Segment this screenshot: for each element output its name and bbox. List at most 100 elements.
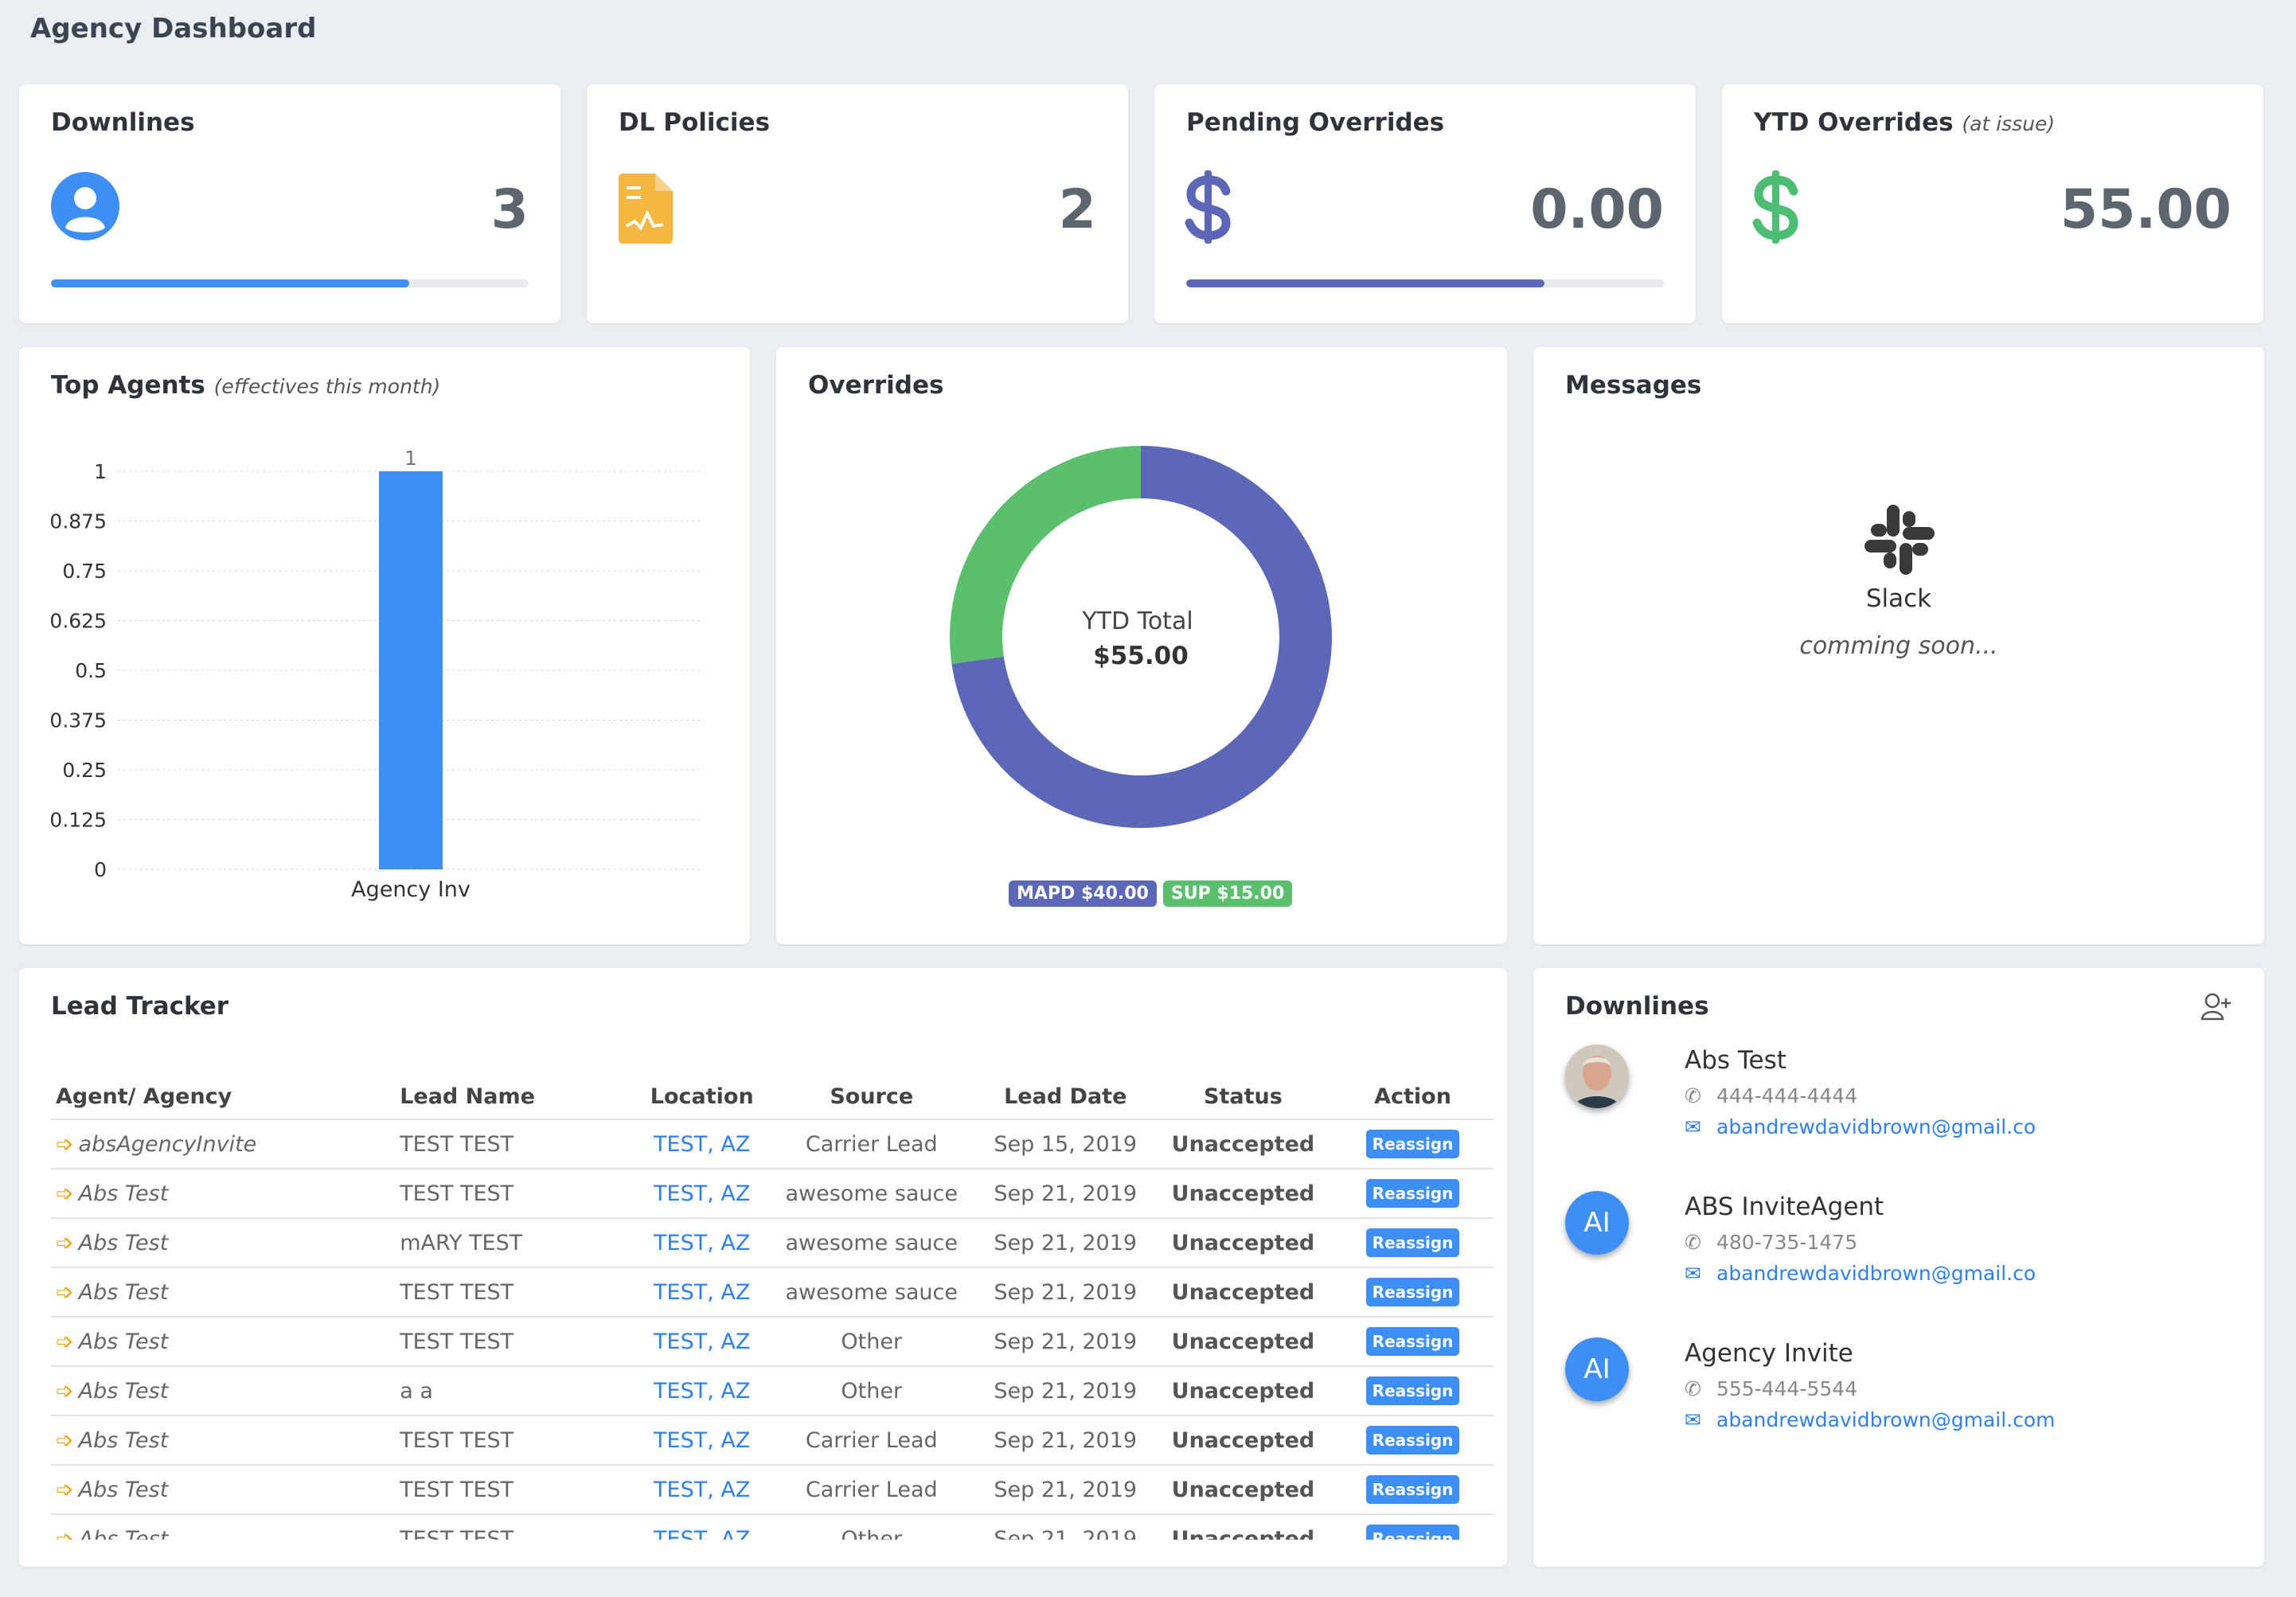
lead-status: Unaccepted	[1154, 1317, 1333, 1367]
lead-source: Carrier Lead	[766, 1415, 977, 1466]
col-lead-date[interactable]: Lead Date	[976, 1075, 1154, 1120]
lead-agent-link[interactable]: ➩ Abs Test	[51, 1169, 396, 1219]
reassign-button[interactable]: Reassign	[1365, 1327, 1460, 1356]
col-agent[interactable]: Agent/ Agency	[51, 1075, 396, 1120]
downline-email[interactable]: ✉ abandrewdavidbrown@gmail.com	[1685, 1408, 2056, 1431]
downline-email[interactable]: ✉ abandrewdavidbrown@gmail.co	[1685, 1115, 2036, 1138]
lead-tracker-title: Lead Tracker	[51, 992, 229, 1021]
lead-location-link[interactable]: TEST, AZ	[637, 1119, 767, 1169]
lead-name: TEST TEST	[395, 1119, 638, 1169]
lead-source: awesome sauce	[766, 1218, 977, 1268]
dollar-icon	[1185, 170, 1232, 247]
lead-source: Other	[766, 1366, 977, 1416]
stat-card-ytd-overrides: YTD Overrides (at issue) 55.00	[1722, 84, 2263, 323]
col-source[interactable]: Source	[766, 1075, 977, 1120]
sign-in-icon: ➩	[56, 1181, 74, 1206]
stat-title: YTD Overrides (at issue)	[1754, 108, 2055, 137]
lead-location-link[interactable]: TEST, AZ	[637, 1218, 767, 1268]
phone-text: 555-444-5544	[1716, 1377, 1858, 1400]
top-agents-title-text: Top Agents	[51, 371, 205, 400]
reassign-button[interactable]: Reassign	[1365, 1179, 1460, 1208]
phone-icon: ✆	[1685, 1084, 1701, 1107]
lead-status: Unaccepted	[1154, 1119, 1333, 1169]
lead-name: TEST TEST	[395, 1465, 638, 1515]
lead-location-link[interactable]: TEST, AZ	[637, 1514, 767, 1540]
lead-location-link[interactable]: TEST, AZ	[637, 1169, 767, 1219]
lead-agent-link[interactable]: ➩ Abs Test	[51, 1465, 396, 1515]
lead-location-link[interactable]: TEST, AZ	[637, 1366, 767, 1416]
lead-location-link[interactable]: TEST, AZ	[637, 1465, 767, 1515]
lead-location-link[interactable]: TEST, AZ	[637, 1415, 767, 1466]
messages-title: Messages	[1565, 371, 1702, 400]
lead-table-scroll[interactable]: Agent/ Agency Lead Name Location Source …	[51, 1075, 1494, 1540]
reassign-button[interactable]: Reassign	[1365, 1228, 1460, 1257]
lead-agent-link[interactable]: ➩ Abs Test	[51, 1317, 396, 1367]
lead-agent-link[interactable]: ➩ Abs Test	[51, 1415, 396, 1466]
downline-email[interactable]: ✉ abandrewdavidbrown@gmail.co	[1685, 1262, 2036, 1285]
sign-in-icon: ➩	[56, 1329, 74, 1354]
col-location[interactable]: Location	[637, 1075, 767, 1120]
table-row[interactable]: ➩ Abs Test TEST TEST TEST, AZ Other Sep 21, 2…	[51, 1317, 1494, 1367]
table-row[interactable]: ➩ Abs Test TEST TEST TEST, AZ Carrier Lead Se…	[51, 1465, 1494, 1515]
document-icon	[619, 174, 673, 247]
col-status[interactable]: Status	[1154, 1075, 1333, 1120]
reassign-button[interactable]: Reassign	[1365, 1130, 1460, 1158]
agent-name: Abs Test	[78, 1181, 169, 1206]
lead-action: Reassign	[1332, 1218, 1494, 1268]
lead-agent-link[interactable]: ➩ Abs Test	[51, 1514, 396, 1540]
stat-card-downlines: Downlines 3	[19, 84, 560, 323]
lead-agent-link[interactable]: ➩ Abs Test	[51, 1267, 396, 1318]
lead-action: Reassign	[1332, 1514, 1494, 1540]
table-row[interactable]: ➩ Abs Test TEST TEST TEST, AZ Carrier Lead Se…	[51, 1415, 1494, 1466]
bar[interactable]	[379, 471, 443, 869]
lead-date: Sep 21, 2019	[976, 1218, 1154, 1268]
lead-source: Other	[766, 1514, 977, 1540]
lead-action: Reassign	[1332, 1267, 1494, 1318]
agent-name: absAgencyInvite	[78, 1131, 257, 1157]
downline-item[interactable]: AI ABS InviteAgent ✆ 480-735-1475 ✉ abandr…	[1565, 1191, 2170, 1310]
stat-card-dl-policies: DL Policies 2	[587, 84, 1128, 323]
lead-agent-link[interactable]: ➩ absAgencyInvite	[51, 1119, 396, 1169]
progress-fill	[1186, 279, 1544, 287]
lead-name: TEST TEST	[395, 1267, 638, 1318]
downline-item[interactable]: Abs Test ✆ 444-444-4444 ✉ abandrewdavidbro…	[1565, 1044, 2170, 1164]
stat-value: 3	[490, 178, 529, 241]
reassign-button[interactable]: Reassign	[1365, 1475, 1460, 1504]
sign-in-icon: ➩	[56, 1131, 74, 1157]
table-row[interactable]: ➩ Abs Test mARY TEST TEST, AZ awesome sauce S…	[51, 1218, 1494, 1268]
avatar: AI	[1565, 1191, 1629, 1255]
lead-location-link[interactable]: TEST, AZ	[637, 1317, 767, 1367]
lead-location-link[interactable]: TEST, AZ	[637, 1267, 767, 1318]
agent-name: Abs Test	[78, 1279, 169, 1305]
downlines-card: Downlines Abs Test ✆ 444-444-4444 ✉ abandr…	[1533, 968, 2264, 1567]
reassign-button[interactable]: Reassign	[1365, 1426, 1460, 1454]
lead-status: Unaccepted	[1154, 1218, 1333, 1268]
lead-tracker-card: Lead Tracker Agent/ Agency Lead Name Loc…	[19, 968, 1507, 1567]
downline-phone[interactable]: ✆ 555-444-5544	[1685, 1377, 1857, 1400]
table-row[interactable]: ➩ Abs Test TEST TEST TEST, AZ Other Sep 21, 2…	[51, 1514, 1494, 1540]
donut-slice-sup[interactable]	[950, 446, 1141, 665]
reassign-button[interactable]: Reassign	[1365, 1525, 1460, 1540]
lead-action: Reassign	[1332, 1415, 1494, 1466]
y-tick-label: 0.5	[75, 659, 107, 682]
lead-date: Sep 21, 2019	[976, 1267, 1154, 1318]
donut-center-value: $55.00	[1093, 642, 1189, 670]
reassign-button[interactable]: Reassign	[1365, 1278, 1460, 1306]
table-row[interactable]: ➩ Abs Test TEST TEST TEST, AZ awesome sauce S…	[51, 1169, 1494, 1219]
lead-agent-link[interactable]: ➩ Abs Test	[51, 1366, 396, 1416]
overrides-donut-chart: YTD Total $55.00	[950, 446, 1332, 828]
downline-phone[interactable]: ✆ 444-444-4444	[1685, 1084, 1857, 1107]
downline-item[interactable]: AI Agency Invite ✆ 555-444-5544 ✉ abandrew…	[1565, 1337, 2170, 1457]
downline-phone[interactable]: ✆ 480-735-1475	[1685, 1231, 1857, 1254]
table-row[interactable]: ➩ Abs Test TEST TEST TEST, AZ awesome sauce S…	[51, 1267, 1494, 1318]
lead-date: Sep 21, 2019	[976, 1514, 1154, 1540]
sign-in-icon: ➩	[56, 1230, 74, 1255]
reassign-button[interactable]: Reassign	[1365, 1376, 1460, 1405]
table-row[interactable]: ➩ Abs Test a a TEST, AZ Other Sep 21, 2019 Una…	[51, 1366, 1494, 1416]
lead-date: Sep 21, 2019	[976, 1317, 1154, 1367]
col-lead-name[interactable]: Lead Name	[395, 1075, 638, 1120]
lead-agent-link[interactable]: ➩ Abs Test	[51, 1218, 396, 1268]
add-user-icon[interactable]	[2200, 992, 2232, 1024]
table-row[interactable]: ➩ absAgencyInvite TEST TEST TEST, AZ Carrier…	[51, 1119, 1494, 1169]
mail-icon: ✉	[1685, 1262, 1701, 1285]
